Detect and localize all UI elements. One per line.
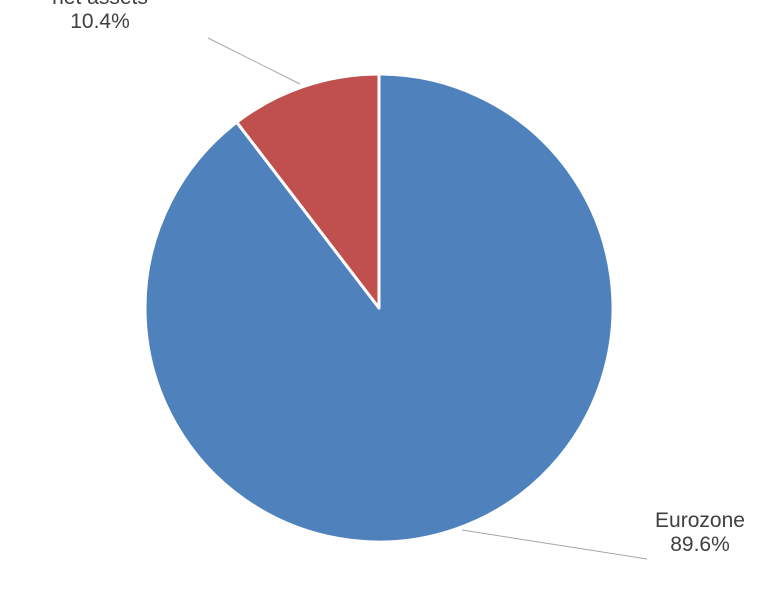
data-label-category-cash-and-other-net-assets: net assets [52,0,148,9]
pie-slices [143,72,615,544]
data-label-category-eurozone: Eurozone [655,509,745,532]
data-label-value-cash-and-other-net-assets: 10.4% [70,10,130,33]
leader-line-cash-and-other-net-assets [207,37,301,85]
data-label-value-eurozone: 89.6% [670,533,730,556]
leader-line-eurozone [461,529,648,560]
pie-slice-cash-and-other-net-assets [235,72,381,310]
